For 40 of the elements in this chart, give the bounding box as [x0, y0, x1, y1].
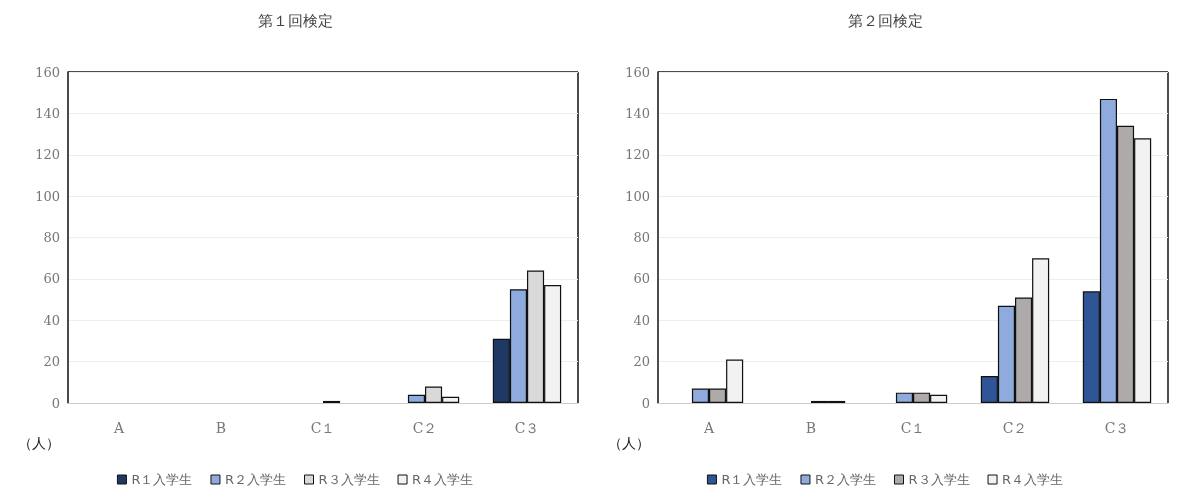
- y-tick-label: 140: [35, 105, 60, 121]
- y-tick-label: 0: [641, 395, 650, 411]
- legend-label: R２入学生: [224, 472, 287, 487]
- y-tick-label: 0: [51, 395, 60, 411]
- x-tick-label: C１: [900, 420, 926, 436]
- y-tick-label: 20: [43, 354, 60, 370]
- y-tick-label: 20: [633, 354, 650, 370]
- x-tick-label: C３: [1104, 420, 1130, 436]
- legend-label: R３入学生: [908, 472, 970, 487]
- y-tick-label: 60: [43, 271, 60, 287]
- legend-label: R４入学生: [412, 472, 474, 487]
- x-tick-label: C３: [514, 420, 540, 436]
- chart-title: 第２回検定: [847, 11, 923, 30]
- legend-label: R１入学生: [721, 472, 783, 487]
- y-tick-label: 40: [633, 312, 650, 328]
- y-tick-label: 80: [633, 230, 650, 245]
- x-tick-label: C２: [1002, 420, 1028, 436]
- legend-label: R２入学生: [814, 472, 877, 487]
- x-tick-label: C２: [412, 420, 438, 436]
- y-tick-label: 160: [35, 64, 60, 80]
- y-tick-label: 100: [625, 188, 650, 204]
- y-tick-label: 120: [35, 147, 60, 163]
- y-tick-label: 60: [633, 271, 650, 287]
- y-tick-label: 160: [625, 64, 650, 80]
- x-tick-label: C１: [310, 420, 336, 436]
- y-tick-label: 120: [625, 147, 650, 163]
- x-tick-label: B: [805, 420, 817, 436]
- legend-label: R４入学生: [1002, 472, 1064, 487]
- x-tick-label: B: [215, 420, 227, 436]
- legend-label: R３入学生: [318, 472, 380, 487]
- x-tick-label: A: [702, 420, 715, 436]
- chart-title: 第１回検定: [257, 11, 333, 30]
- y-tick-label: 140: [625, 105, 650, 121]
- y-axis-title: （人）: [608, 435, 650, 451]
- y-tick-label: 40: [43, 312, 60, 328]
- y-tick-label: 80: [43, 230, 60, 245]
- legend-label: R１入学生: [131, 472, 193, 487]
- y-tick-label: 100: [35, 188, 60, 204]
- y-axis-title: （人）: [18, 435, 60, 451]
- x-tick-label: A: [112, 420, 125, 436]
